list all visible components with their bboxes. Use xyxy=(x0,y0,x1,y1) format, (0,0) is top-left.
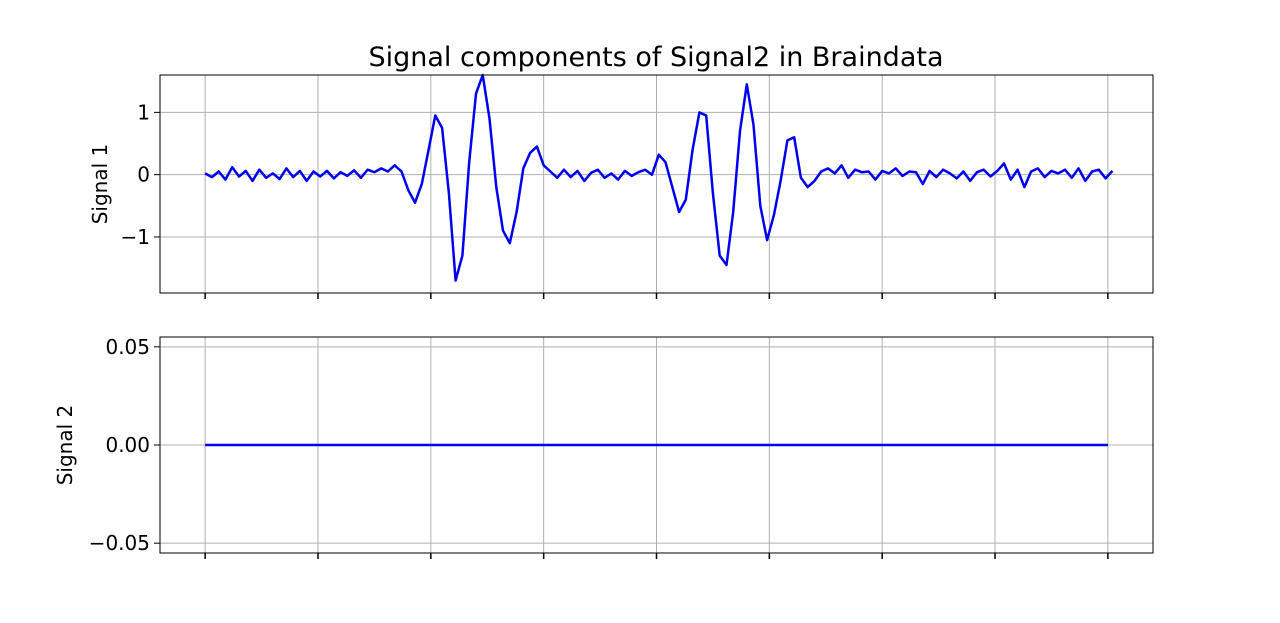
y-tick-label: 0.00 xyxy=(105,433,150,457)
y-axis-label: Signal 2 xyxy=(53,405,77,486)
series-line xyxy=(204,73,1114,282)
panel-signal-2: −0.05 0.00 0.05 Signal 2 xyxy=(53,335,1154,559)
x-ticks xyxy=(204,553,1109,559)
y-ticks: −0.05 0.00 0.05 xyxy=(89,335,160,555)
y-tick-label: 0.05 xyxy=(105,335,150,359)
plot-frame xyxy=(159,74,1154,294)
x-ticks xyxy=(204,293,1109,299)
y-ticks: −1 0 1 xyxy=(121,100,160,249)
chart-title: Signal components of Signal2 in Braindat… xyxy=(368,42,943,73)
y-axis-label: Signal 1 xyxy=(88,144,112,225)
plot-frame xyxy=(159,336,1154,554)
y-tick-label: −1 xyxy=(121,225,150,249)
y-tick-label: 1 xyxy=(137,100,150,124)
y-tick-label: 0 xyxy=(137,163,150,187)
panel-signal-1: −1 0 1 Signal 1 xyxy=(88,73,1154,299)
y-tick-label: −0.05 xyxy=(89,531,150,555)
